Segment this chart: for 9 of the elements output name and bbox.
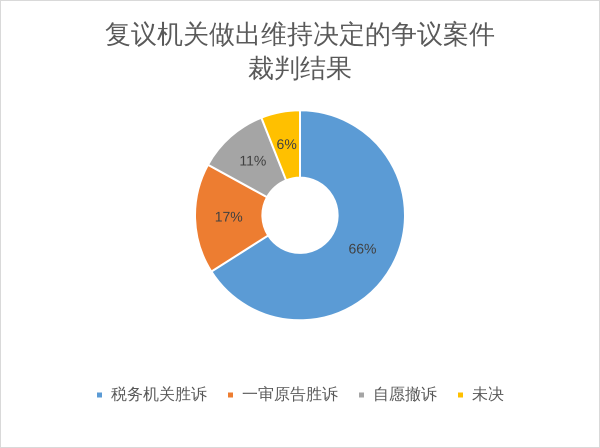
legend-label: 一审原告胜诉 xyxy=(242,385,338,404)
data-label: 17% xyxy=(214,208,243,224)
data-label: 11% xyxy=(239,152,266,169)
legend-label: 税务机关胜诉 xyxy=(111,385,207,404)
data-label: 6% xyxy=(276,136,297,152)
legend-label: 未决 xyxy=(472,385,504,404)
data-label: 66% xyxy=(348,240,377,257)
chart-title: 复议机关做出维持决定的争议案件裁判结果 xyxy=(105,19,495,83)
legend-label: 自愿撤诉 xyxy=(373,385,437,404)
